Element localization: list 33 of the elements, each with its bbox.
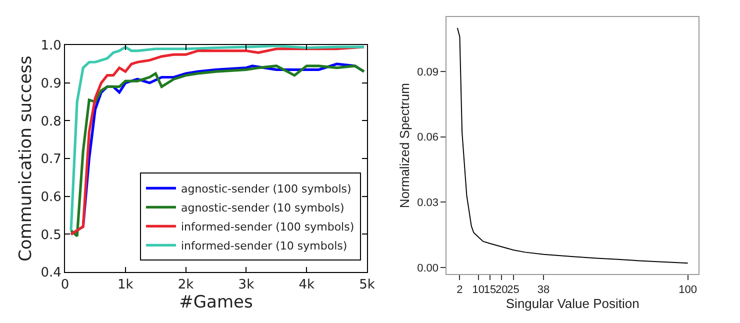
x-tick-label: 4k [298, 278, 315, 293]
y-tick-label: 1.0 [40, 38, 62, 54]
y-tick-label: 0.09 [417, 66, 439, 78]
x-tick-label: 5k [359, 278, 376, 293]
x-tick-label: 10 [472, 284, 484, 296]
x-tick-label: 0 [60, 278, 70, 293]
y-tick-label: 0.03 [417, 196, 439, 209]
y-tick-label: 0.4 [40, 266, 62, 281]
y-tick-label: 0.8 [40, 114, 62, 130]
x-axis-title: Singular Value Position [506, 296, 640, 312]
legend-label: agnostic-sender (10 symbols) [180, 201, 344, 214]
x-tick-label: 25 [507, 284, 520, 296]
legend-label: informed-sender (100 symbols) [180, 220, 354, 234]
x-tick-label: 1k [117, 278, 134, 293]
x-tick-label: 2 [456, 284, 463, 296]
legend-label: agnostic-sender (100 symbols) [180, 182, 352, 196]
y-axis-title: Normalized Spectrum [397, 83, 412, 208]
x-tick-label: 38 [537, 284, 550, 296]
y-tick-label: 0.5 [40, 228, 62, 243]
legend-label: informed-sender (10 symbols) [180, 239, 348, 252]
y-axis-title: Communication success [16, 55, 36, 262]
y-tick-label: 0.9 [40, 76, 62, 92]
y-tick-label: 0.06 [417, 132, 439, 144]
x-tick-label: 20 [496, 284, 508, 296]
x-tick-label: 100 [678, 284, 698, 296]
x-tick-label: 15 [484, 284, 496, 296]
line-series [456, 28, 688, 264]
y-tick-label: 0.00 [417, 262, 439, 274]
x-tick-label: 3k [238, 278, 255, 293]
x-tick-label: 2k [178, 278, 194, 293]
y-tick-label: 0.7 [40, 152, 62, 168]
y-tick-label: 0.6 [40, 190, 62, 205]
x-axis-title: #Games [179, 292, 253, 313]
